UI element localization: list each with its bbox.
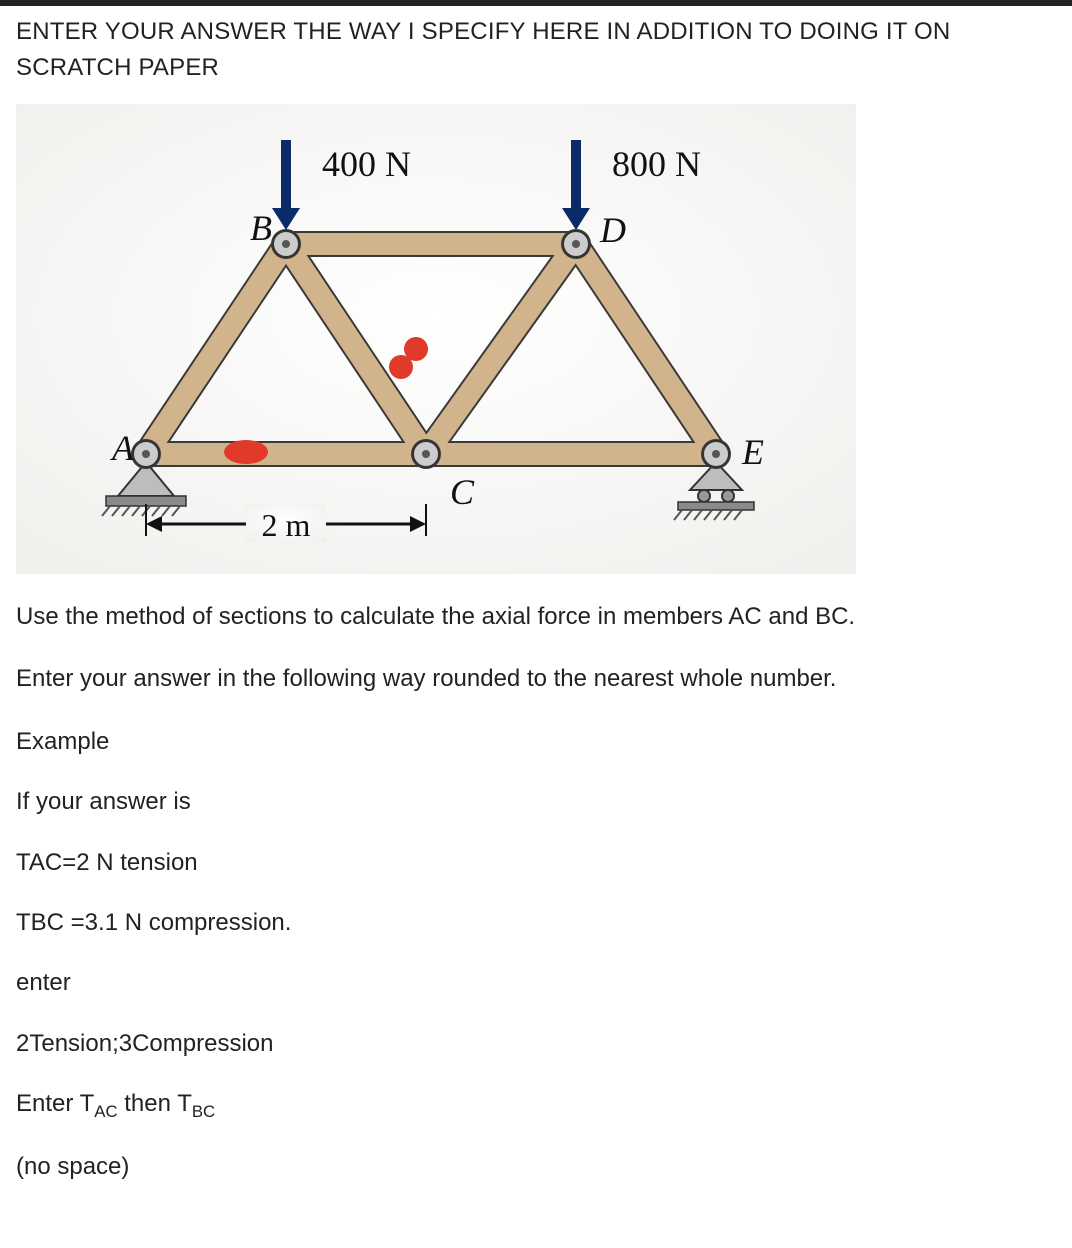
example-intro: If your answer is: [16, 783, 1056, 821]
order-instruction: Enter TAC then TBC: [16, 1085, 1056, 1126]
no-space-note: (no space): [16, 1148, 1056, 1186]
example-heading: Example: [16, 723, 1056, 761]
subscript-bc: BC: [192, 1102, 215, 1121]
svg-text:C: C: [450, 472, 475, 512]
truss-figure: 400 N 800 N A B C D E 2 m: [16, 104, 1056, 574]
header-instruction: ENTER YOUR ANSWER THE WAY I SPECIFY HERE…: [16, 14, 1056, 86]
example-tbc: TBC =3.1 N compression.: [16, 904, 1056, 942]
svg-text:400 N: 400 N: [322, 144, 411, 184]
example-answer-string: 2Tension;3Compression: [16, 1025, 1056, 1063]
top-border: [0, 0, 1072, 6]
order-mid: then T: [118, 1090, 192, 1117]
svg-text:B: B: [250, 208, 272, 248]
order-pre: Enter T: [16, 1090, 94, 1117]
svg-text:2 m: 2 m: [262, 507, 311, 543]
subscript-ac: AC: [94, 1102, 117, 1121]
answer-format-instruction: Enter your answer in the following way r…: [16, 660, 1056, 698]
svg-text:E: E: [741, 432, 764, 472]
example-tac: TAC=2 N tension: [16, 844, 1056, 882]
svg-text:800 N: 800 N: [612, 144, 701, 184]
enter-label: enter: [16, 964, 1056, 1002]
question-body: Use the method of sections to calculate …: [16, 598, 1056, 1186]
svg-text:A: A: [110, 428, 135, 468]
svg-text:D: D: [599, 210, 626, 250]
question-statement: Use the method of sections to calculate …: [16, 598, 1056, 636]
